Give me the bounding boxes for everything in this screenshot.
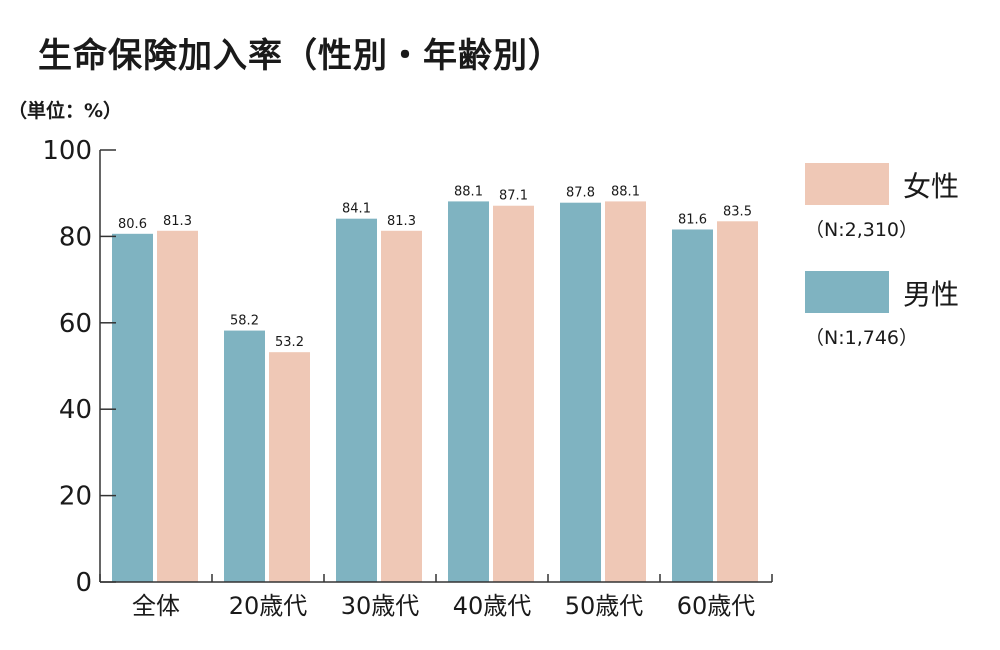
x-tick-label-0: 全体: [132, 592, 180, 620]
chart-title: 生命保険加入率（性別・年齢別）: [38, 36, 563, 76]
value-label-male-0: 80.6: [118, 217, 147, 232]
value-label-male-2: 84.1: [342, 202, 371, 217]
value-label-female-1: 53.2: [275, 335, 304, 350]
y-tick-label-5: 100: [42, 136, 92, 166]
value-label-female-2: 81.3: [387, 214, 416, 229]
bar-female-1: [269, 352, 310, 582]
value-label-male-4: 87.8: [566, 186, 595, 201]
y-tick-label-3: 60: [59, 309, 92, 339]
bar-male-5: [672, 229, 713, 582]
x-tick-label-2: 30歳代: [341, 592, 420, 620]
legend-label-female: 女性: [903, 170, 960, 203]
x-tick-label-3: 40歳代: [453, 592, 532, 620]
x-tick-label-5: 60歳代: [677, 592, 756, 620]
value-label-female-0: 81.3: [163, 214, 192, 229]
bar-male-4: [560, 202, 601, 583]
bar-female-5: [717, 221, 758, 582]
y-tick-label-1: 20: [59, 482, 92, 512]
bar-male-3: [448, 201, 489, 582]
value-label-female-3: 87.1: [499, 189, 528, 204]
y-tick-label-4: 80: [59, 222, 92, 252]
legend-n-female: （N:2,310）: [805, 219, 919, 241]
value-label-female-4: 88.1: [611, 184, 640, 199]
bar-female-4: [605, 201, 646, 582]
legend-swatch-male: [805, 271, 889, 313]
value-label-male-1: 58.2: [230, 314, 259, 329]
bar-female-3: [493, 205, 534, 582]
value-label-male-3: 88.1: [454, 184, 483, 199]
legend-n-male: （N:1,746）: [805, 327, 919, 349]
x-tick-label-4: 50歳代: [565, 592, 644, 620]
y-tick-label-2: 40: [59, 395, 92, 425]
x-tick-label-1: 20歳代: [229, 592, 308, 620]
y-tick-label-0: 0: [75, 568, 92, 598]
bar-male-1: [224, 330, 265, 582]
value-label-female-5: 83.5: [723, 204, 752, 219]
unit-label: （単位：%）: [8, 100, 123, 122]
legend-label-male: 男性: [903, 278, 960, 311]
legend-swatch-female: [805, 163, 889, 205]
bar-male-0: [112, 233, 153, 583]
bar-female-2: [381, 230, 422, 582]
bar-male-2: [336, 218, 377, 583]
bar-female-0: [157, 230, 198, 582]
value-label-male-5: 81.6: [678, 212, 707, 227]
